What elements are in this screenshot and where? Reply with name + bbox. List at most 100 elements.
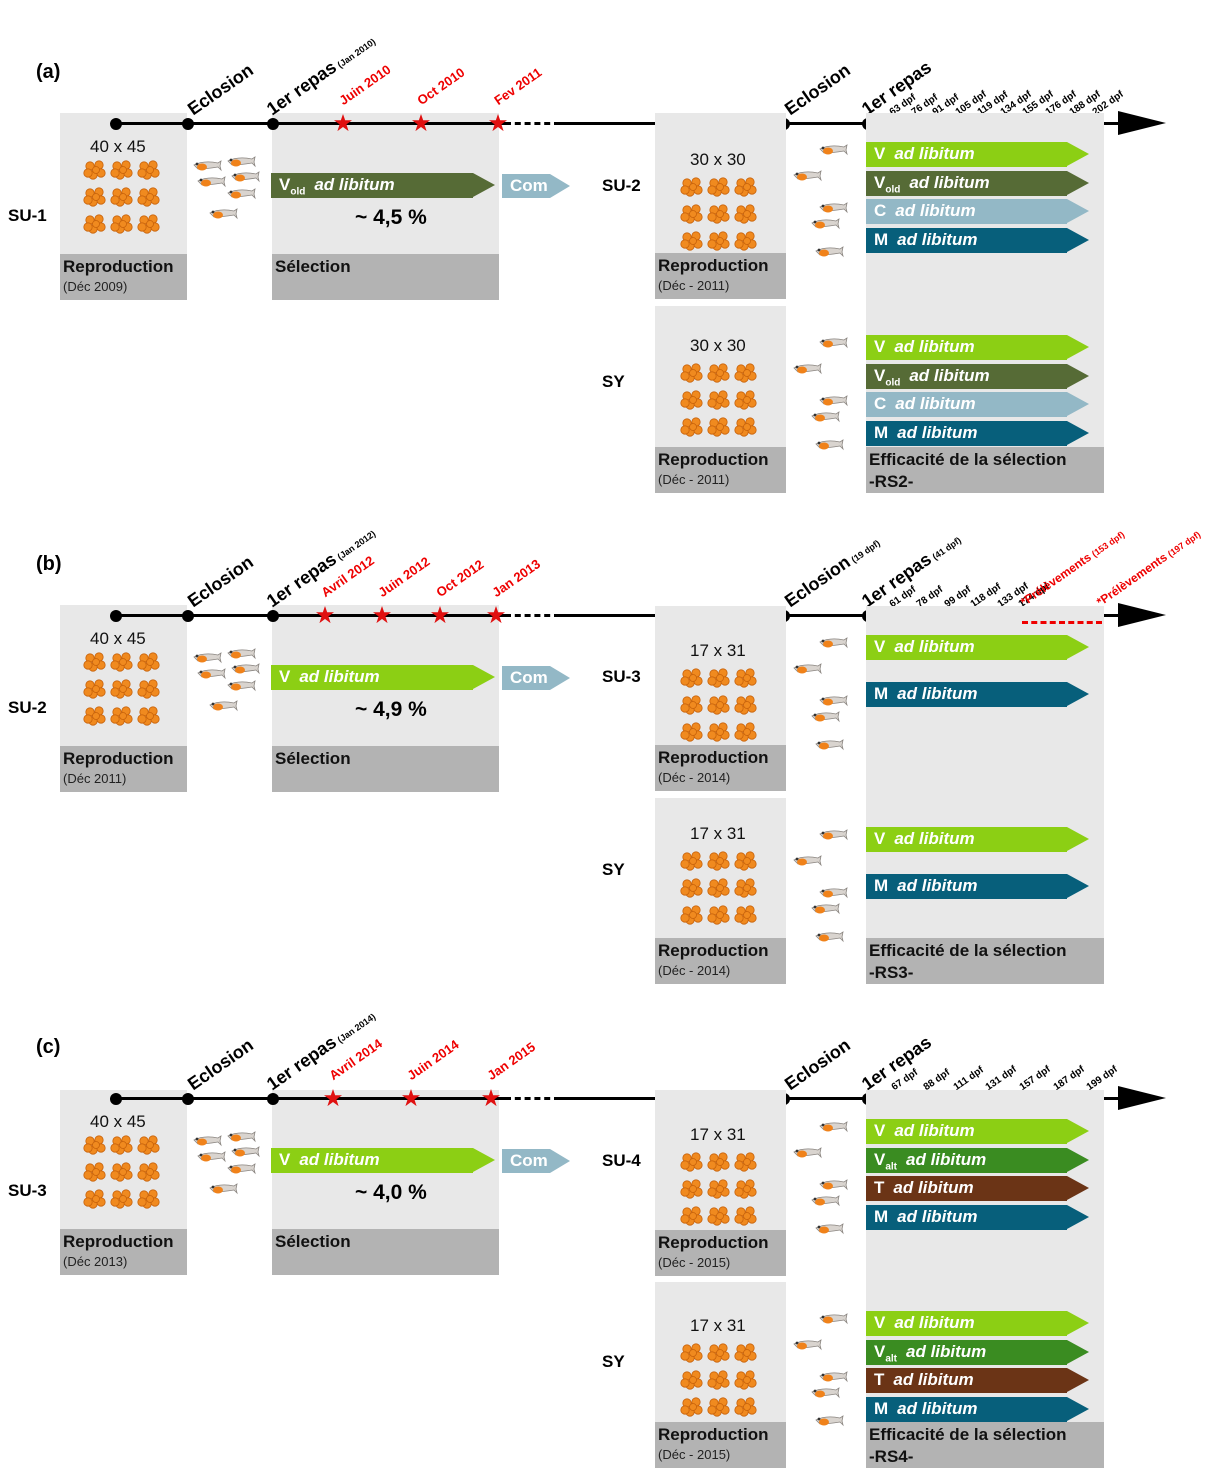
panel-c-first-meal-text: 1er repas — [262, 1031, 341, 1095]
panel-b-parent-dim: 40 x 45 — [90, 629, 146, 648]
panel-c-com-arrow: Com — [502, 1149, 570, 1173]
panel-b-parent-larva-2 — [197, 668, 226, 680]
panel-a-parent-larva-1 — [227, 156, 256, 168]
panel-c-line-1-repro: Reproduction — [658, 1425, 769, 1444]
panel-b-line-0-name: SU-3 — [602, 667, 641, 686]
panel-c-parent-larva-0 — [193, 1135, 222, 1147]
panel-a-line-1-diet-1-body — [866, 363, 1067, 389]
panel-c-parent-eggs — [83, 1135, 160, 1209]
panel-c-line-0-diet-2-body — [866, 1176, 1067, 1202]
panel-b-line-0-diet-1-letter: M — [874, 684, 889, 703]
panel-c-line-1-diet-1-text: ad libitum — [906, 1341, 987, 1361]
panel-c-line-0-larva-0 — [819, 1121, 848, 1133]
panel-a-line-0-larva-2 — [819, 202, 848, 214]
panel-b-line-1-name: SY — [602, 860, 625, 879]
panel-b-selection-label-box: Sélection — [272, 746, 499, 792]
panel-b-selection-label: Sélection — [275, 749, 351, 768]
panel-c-selection-date-2: Jan 2015 — [484, 1039, 539, 1083]
panel-c-line-0-diet-2-text: ad libitum — [893, 1178, 974, 1198]
panel-a-line-1-diet-1-sub: old — [885, 377, 901, 389]
panel-c-com-body — [502, 1149, 550, 1173]
panel-b-line-0-larva-2 — [819, 695, 848, 707]
panel-c-line-1-dim: 17 x 31 — [690, 1316, 746, 1335]
panel-b-line-1-diet-0-text: ad libitum — [894, 829, 975, 848]
panel-a-line-0-diet-1-sub: old — [885, 184, 901, 196]
panel-c-line-0-larva-2 — [819, 1179, 848, 1191]
panel-c-line-1-diet-2-body — [866, 1368, 1067, 1394]
panel-a-line-0-diet-0-text: ad libitum — [894, 144, 975, 163]
panel-a-line-1-diet-3-body — [866, 421, 1067, 447]
panel-b-parent-repro-date: (Déc 2011) — [63, 771, 127, 786]
panel-c-dpf-3: 131 dpf — [983, 1063, 1019, 1093]
panel-b-selection-diet-letter: V — [279, 667, 291, 686]
panel-c-line-1-larva-3 — [811, 1387, 840, 1399]
panel-b-line-1-diet-1-head — [1067, 874, 1089, 898]
panel-c-com-head — [550, 1149, 570, 1173]
panel-a-node-2 — [267, 118, 279, 130]
panel-a-line-1-diet-1-label: Vold ad libitum — [874, 366, 990, 388]
panel-c-node-0 — [110, 1093, 122, 1105]
panel-c-timeline-dash — [505, 1097, 560, 1100]
panel-c-parent-dim: 40 x 45 — [90, 1112, 146, 1131]
panel-a-line-0-diet-1-body — [866, 170, 1067, 196]
panel-b-eclosion: Eclosion — [183, 551, 257, 612]
panel-b-line-0-larva-4 — [815, 739, 844, 751]
panel-a-line-0-diet-3-letter: M — [874, 230, 889, 250]
panel-b-selection-date-3: Jan 2013 — [489, 556, 544, 600]
panel-b-node-1 — [182, 610, 194, 622]
panel-c-line-0-diet-3-letter: M — [874, 1207, 889, 1227]
panel-b-eclosion2-note: (19 dpf) — [849, 537, 882, 565]
panel-b-line-1-diet-1-letter: M — [874, 876, 889, 895]
panel-b-selection-pct: ~ 4,9 % — [355, 698, 427, 721]
panel-b-line-0-diet-0-letter: V — [874, 637, 886, 656]
panel-c-efficacy-box — [866, 1090, 1104, 1422]
panel-a-selection-label: Sélection — [275, 257, 351, 276]
panel-c-line-0-diet-1-text: ad libitum — [906, 1149, 987, 1169]
panel-c-line-0-diet-0-body — [866, 1119, 1067, 1144]
panel-a-parent-dim: 40 x 45 — [90, 137, 146, 156]
panel-b-selection-diet-body — [271, 665, 473, 690]
panel-a-timeline-2 — [560, 122, 1120, 125]
panel-a-line-1-repro-box: Reproduction (Déc - 2011) — [655, 447, 786, 493]
panel-a-line-1-larva-3 — [811, 411, 840, 423]
panel-b-rs-label: -RS3- — [869, 963, 914, 982]
panel-c-line-1-diet-3-letter: M — [874, 1399, 889, 1419]
panel-a-line-0-eggs — [680, 177, 757, 251]
panel-a-com-body — [502, 174, 550, 198]
panel-a-line-1-larva-0 — [819, 337, 848, 349]
panel-a-label: (a) — [36, 61, 61, 83]
panel-c-eclosion2-text: Eclosion — [780, 1034, 854, 1095]
panel-a-line-0-diet-3-body — [866, 228, 1067, 254]
panel-c-line-1-diet-0-letter: V — [874, 1313, 886, 1332]
panel-a-selection-diet: Vold ad libitum — [271, 173, 495, 198]
panel-b-label: (b) — [36, 553, 62, 575]
panel-a-eclosion2-text: Eclosion — [780, 59, 854, 120]
panel-c-parent-name: SU-3 — [8, 1181, 47, 1200]
panel-b-parent-larva-4 — [227, 680, 256, 692]
panel-c-timeline-arrowhead — [1118, 1086, 1166, 1110]
panel-c-line-1-repro-box: Reproduction (Déc - 2015) — [655, 1422, 786, 1468]
panel-c-timeline-2 — [560, 1097, 1120, 1100]
panel-a-line-1-name: SY — [602, 372, 625, 391]
panel-a-line-0-name: SU-2 — [602, 176, 641, 195]
panel-c-line-1-name: SY — [602, 1352, 625, 1371]
panel-a-timeline-arrowhead — [1118, 111, 1166, 135]
panel-c-parent-larva-1 — [227, 1131, 256, 1143]
panel-c-node-1 — [182, 1093, 194, 1105]
panel-a-first-meal-text: 1er repas — [262, 56, 341, 120]
panel-c-line-0-larva-4 — [815, 1223, 844, 1235]
panel-a-selection-diet-text: ad libitum — [314, 175, 395, 194]
panel-a-efficacy-label: Efficacité de la sélection — [869, 450, 1067, 469]
panel-b-line-0-repro-date: (Déc - 2014) — [658, 770, 731, 785]
panel-b-node-2 — [267, 610, 279, 622]
panel-c-com-label: Com — [510, 1151, 548, 1170]
